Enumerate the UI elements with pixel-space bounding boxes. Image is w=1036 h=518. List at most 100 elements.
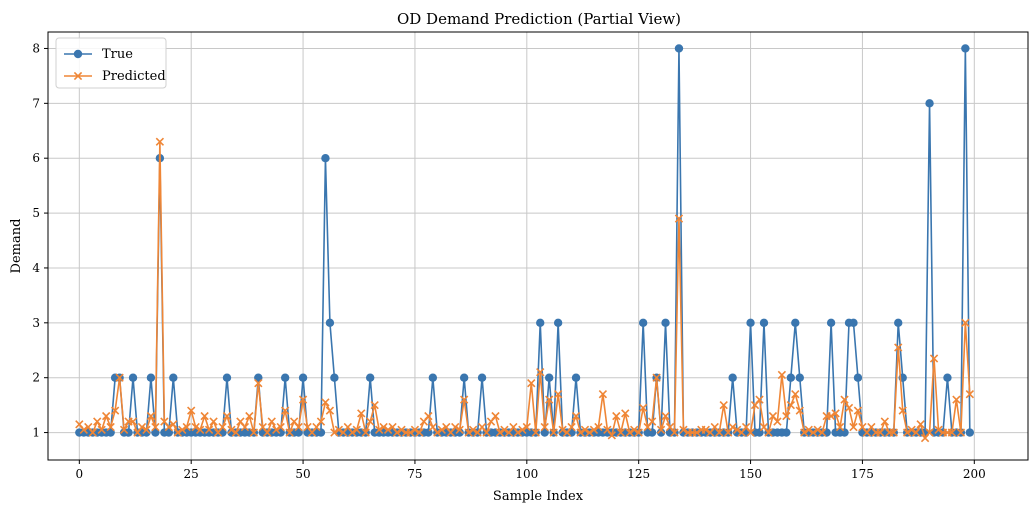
data-point xyxy=(638,318,648,328)
chart-title: OD Demand Prediction (Partial View) xyxy=(397,10,681,28)
data-point xyxy=(647,417,657,426)
marker-stroke xyxy=(151,422,160,432)
data-point xyxy=(656,428,666,437)
data-point xyxy=(826,318,836,328)
marker-stroke xyxy=(361,428,370,437)
data-point xyxy=(240,422,250,432)
data-point xyxy=(719,400,728,410)
marker-stroke xyxy=(289,417,299,426)
data-point xyxy=(527,379,536,388)
marker-stroke xyxy=(571,411,581,421)
data-point xyxy=(222,373,232,382)
data-point xyxy=(298,395,308,404)
data-point xyxy=(889,428,898,437)
marker-stroke xyxy=(782,411,791,421)
data-point xyxy=(840,395,849,404)
data-point xyxy=(294,422,303,432)
marker-stroke xyxy=(491,411,500,421)
marker-stroke xyxy=(227,425,236,434)
marker-stroke xyxy=(925,428,934,437)
legend-label: Predicted xyxy=(102,69,166,84)
data-point xyxy=(316,417,326,426)
marker-stroke xyxy=(84,422,93,432)
data-point xyxy=(536,368,545,377)
data-point xyxy=(567,422,576,432)
data-point xyxy=(621,409,630,418)
data-point xyxy=(844,403,854,413)
data-point xyxy=(656,425,666,434)
marker-stroke xyxy=(719,400,728,410)
marker-stroke xyxy=(898,406,907,415)
data-point xyxy=(679,425,688,434)
marker-stroke xyxy=(464,428,473,437)
data-point xyxy=(612,411,621,421)
data-point xyxy=(151,422,160,432)
y-tick-label: 7 xyxy=(32,96,40,110)
y-axis-label: Demand xyxy=(9,219,24,274)
marker-stroke xyxy=(965,389,974,399)
data-point xyxy=(392,428,402,437)
y-tick-label: 3 xyxy=(32,316,40,330)
data-point xyxy=(795,373,804,382)
data-point xyxy=(106,422,115,432)
marker-stroke xyxy=(93,417,102,426)
data-point xyxy=(777,370,787,380)
marker-stroke xyxy=(952,395,961,404)
marker-stroke xyxy=(594,422,603,432)
data-point xyxy=(397,425,406,434)
data-point xyxy=(903,428,912,437)
data-point xyxy=(200,411,209,421)
x-tick-label: 200 xyxy=(963,467,986,481)
data-point xyxy=(294,428,303,437)
data-point xyxy=(321,154,330,163)
marker-stroke xyxy=(634,428,643,437)
marker-stroke xyxy=(281,406,290,415)
marker-stroke xyxy=(638,403,648,413)
data-point xyxy=(281,406,290,415)
data-point xyxy=(227,425,236,434)
x-tick-label: 75 xyxy=(407,467,422,481)
y-tick-label: 4 xyxy=(32,261,40,275)
marker-stroke xyxy=(178,425,187,434)
data-point xyxy=(164,422,173,432)
data-point xyxy=(119,425,129,434)
marker-stroke xyxy=(245,411,254,421)
marker-stroke xyxy=(585,428,594,437)
data-point xyxy=(598,389,608,399)
data-point xyxy=(267,417,276,426)
marker-stroke xyxy=(392,428,402,437)
x-tick-label: 50 xyxy=(295,467,310,481)
data-point xyxy=(558,425,567,434)
marker-stroke xyxy=(79,425,88,434)
marker-stroke xyxy=(75,420,84,429)
marker-stroke xyxy=(867,422,876,432)
marker-stroke xyxy=(665,422,675,432)
marker-stroke xyxy=(222,411,232,421)
data-point xyxy=(379,422,388,432)
data-point xyxy=(894,343,903,352)
data-point xyxy=(800,428,809,437)
data-point xyxy=(195,425,205,434)
y-tick-label: 1 xyxy=(32,426,40,440)
marker-stroke xyxy=(844,403,854,413)
data-point xyxy=(804,425,813,434)
data-point xyxy=(674,214,684,223)
data-point xyxy=(415,428,424,437)
data-point xyxy=(513,428,523,437)
marker-stroke xyxy=(612,411,621,421)
marker-stroke xyxy=(679,425,688,434)
data-point xyxy=(876,428,885,437)
marker-stroke xyxy=(191,422,200,432)
marker-stroke xyxy=(831,409,840,418)
data-point xyxy=(254,379,263,388)
marker-stroke xyxy=(625,428,634,437)
data-point xyxy=(209,417,218,426)
marker-stroke xyxy=(500,425,509,434)
data-point xyxy=(553,318,563,328)
marker-stroke xyxy=(128,417,138,426)
data-point xyxy=(580,425,590,434)
marker-stroke xyxy=(182,422,191,432)
marker-stroke xyxy=(218,422,227,432)
data-point xyxy=(330,428,339,437)
